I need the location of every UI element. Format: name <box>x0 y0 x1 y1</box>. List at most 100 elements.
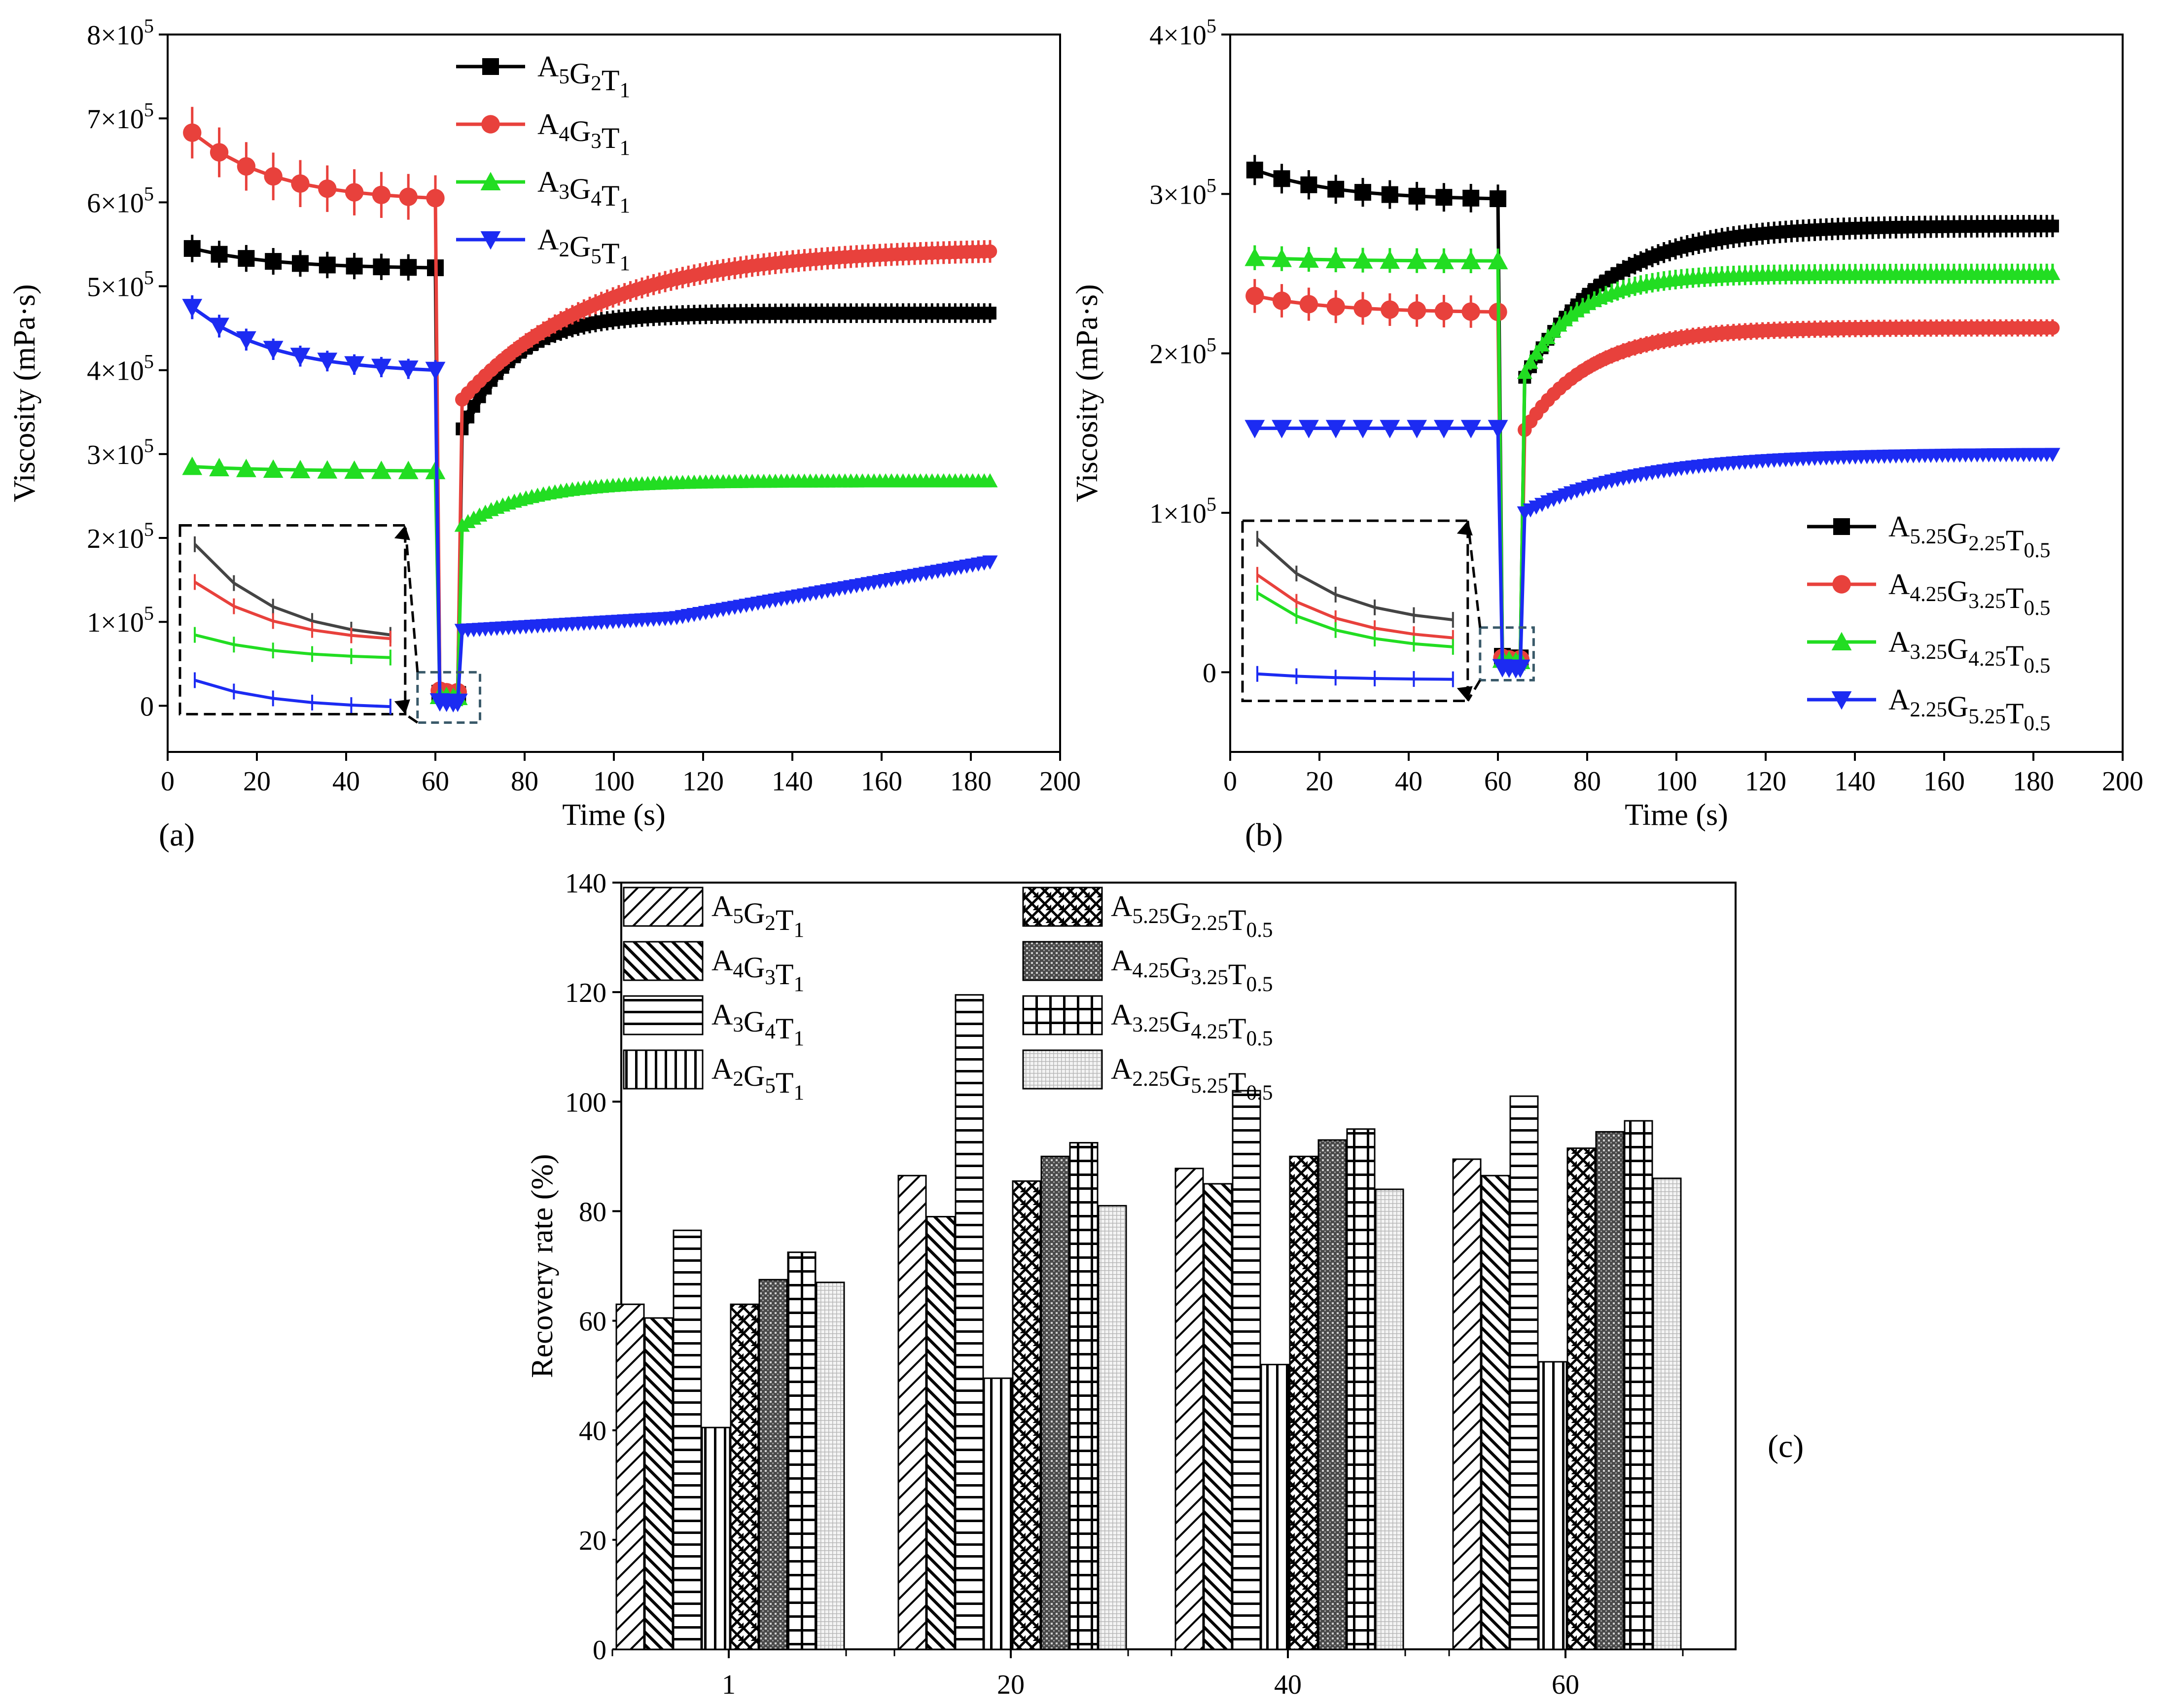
y-tick-label: 6×105 <box>87 182 154 218</box>
data-point <box>319 256 336 274</box>
inset-line <box>1257 672 1453 681</box>
panel-label-a: (a) <box>159 817 195 853</box>
bar <box>1203 1183 1233 1650</box>
tick-exponent: 5 <box>1207 334 1216 356</box>
legend-label: A4.25G3.25T0.5 <box>1888 568 2050 620</box>
label-subscript: 5.25 <box>1968 705 2006 728</box>
x-tick-label: 40 <box>1395 766 1422 797</box>
bar <box>1452 1158 1482 1650</box>
label-subscript: 2 <box>591 72 602 95</box>
inset-line <box>1256 591 1454 648</box>
tick-exponent: 5 <box>1207 174 1216 196</box>
label-subscript: 5 <box>559 65 569 88</box>
data-point <box>290 348 311 366</box>
label-letter: T <box>602 179 620 212</box>
data-point <box>183 123 202 142</box>
label-subscript: 3.25 <box>1910 640 1947 664</box>
label-letter: G <box>1170 951 1191 984</box>
inset-frame <box>1241 519 1469 703</box>
label-subscript: 0.5 <box>2024 597 2051 620</box>
data-point <box>291 255 309 272</box>
x-tick-label: 60 <box>1552 1670 1579 1700</box>
label-letter: A <box>1888 626 1910 658</box>
y-tick-label: 2×105 <box>1149 334 1216 370</box>
tick-exponent: 5 <box>144 434 154 457</box>
data-point <box>982 473 998 488</box>
data-point <box>211 246 228 263</box>
label-subscript: 2 <box>765 912 776 935</box>
data-point <box>264 167 283 186</box>
y-tick-label: 0 <box>140 691 154 722</box>
label-letter: A <box>1111 890 1132 923</box>
data-point <box>1353 299 1372 318</box>
legend-label: A3.25G4.25T0.5 <box>1888 626 2050 677</box>
label-letter: A <box>537 223 559 256</box>
label-letter: A <box>711 1053 733 1085</box>
label-letter: T <box>1228 904 1246 936</box>
data-point <box>1380 420 1400 439</box>
data-point <box>1528 345 1544 360</box>
legend-swatch <box>623 1049 704 1090</box>
bar <box>1098 1205 1127 1650</box>
legend-label: A5G2T1 <box>537 50 630 102</box>
tick-exponent: 5 <box>144 15 154 37</box>
x-tick-label: 100 <box>593 766 635 797</box>
data-point <box>1272 420 1292 439</box>
label-letter: G <box>1170 1060 1191 1092</box>
y-tick-label: 4×105 <box>87 351 154 387</box>
label-letter: T <box>602 122 620 154</box>
data-point <box>1325 249 1346 268</box>
data-point <box>1435 189 1453 206</box>
data-point <box>1407 301 1426 320</box>
y-tick-label: 7×105 <box>87 99 154 135</box>
data-point <box>1433 420 1454 439</box>
legend-marker <box>1832 575 1851 594</box>
tick-base: 0 <box>1203 658 1216 688</box>
label-subscript: 4.25 <box>1191 1020 1228 1043</box>
data-point <box>982 555 998 570</box>
y-tick-label: 8×105 <box>87 15 154 51</box>
inset-callout <box>404 713 419 724</box>
data-point <box>1352 250 1373 269</box>
panel-label-c: (c) <box>1768 1428 1804 1464</box>
bar <box>673 1229 702 1650</box>
label-subscript: 2 <box>559 238 569 261</box>
legend-marker <box>1831 691 1852 710</box>
x-tick-label: 140 <box>1834 766 1876 797</box>
data-point <box>183 240 201 257</box>
data-point <box>1434 302 1454 320</box>
y-tick-label: 20 <box>579 1526 606 1556</box>
inset-arrowhead <box>394 699 410 714</box>
series-A4G3T1 <box>183 107 997 703</box>
data-point <box>2045 266 2061 281</box>
y-axis-label: Viscosity (mPa·s) <box>8 284 41 502</box>
x-tick-label: 40 <box>1274 1670 1302 1700</box>
inset-callout <box>1466 520 1482 628</box>
legend-label: A2G5T1 <box>711 1053 804 1104</box>
label-subscript: 3.25 <box>1968 590 2006 613</box>
x-tick-label: 200 <box>1039 766 1081 797</box>
y-tick-label: 1×105 <box>1149 493 1216 529</box>
chart-panel-a: 0 20 40 60 80 100 120 140 160 180 20001×1052×1053×… <box>8 15 1081 832</box>
label-letter: T <box>602 64 620 97</box>
x-tick-label: 100 <box>1656 766 1697 797</box>
y-axis-label: Recovery rate (%) <box>526 1154 559 1378</box>
data-point <box>1433 250 1454 269</box>
label-letter: A <box>711 890 733 923</box>
inset-line <box>1256 537 1454 622</box>
label-letter: A <box>711 998 733 1031</box>
label-letter: A <box>1888 568 1910 601</box>
series-A4.25G3.25T0.5 <box>1245 279 2060 670</box>
data-point <box>2045 448 2061 463</box>
y-tick-label: 60 <box>579 1307 606 1337</box>
data-point <box>318 179 337 198</box>
inset-line <box>194 678 391 709</box>
legend-swatch <box>1022 887 1103 927</box>
tick-base: 1×10 <box>1149 498 1207 529</box>
legend-marker <box>482 58 499 75</box>
legend-label: A4G3T1 <box>711 944 804 996</box>
label-subscript: 4 <box>765 1020 776 1043</box>
label-letter: G <box>1947 633 1968 665</box>
inset-arrowhead <box>1457 686 1473 701</box>
data-point <box>371 461 391 479</box>
